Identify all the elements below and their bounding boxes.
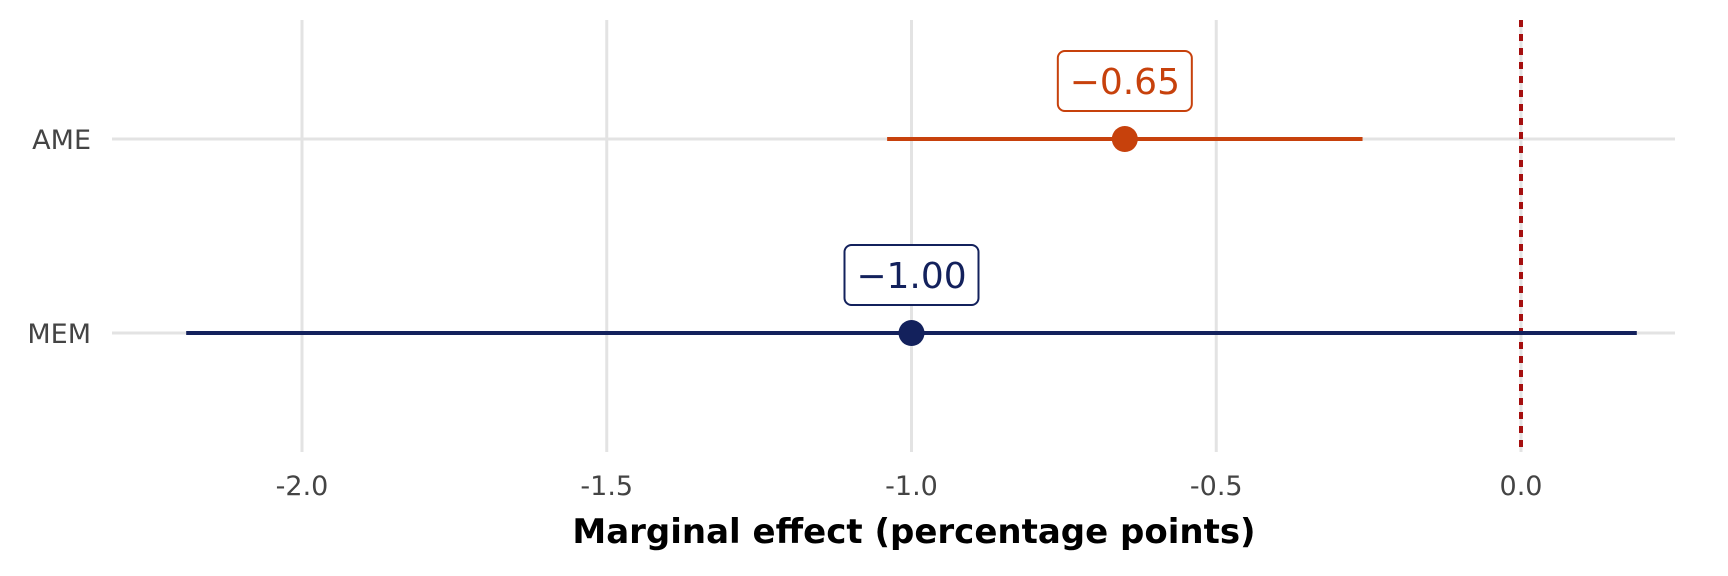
category-label: MEM bbox=[27, 319, 91, 350]
x-tick-label: -0.5 bbox=[1190, 471, 1243, 502]
tick-labels: -2.0 -1.5 -1.0 -0.5 0.0 bbox=[276, 471, 1543, 502]
value-label-box bbox=[1056, 50, 1193, 112]
category-labels: AME MEM bbox=[27, 125, 91, 350]
grid-layer bbox=[112, 20, 1675, 452]
category-label: AME bbox=[32, 125, 91, 156]
value-label-box bbox=[843, 244, 980, 306]
value-label: −1.00 bbox=[856, 256, 966, 297]
x-tick-label: -1.5 bbox=[580, 471, 633, 502]
x-axis-title: Marginal effect (percentage points) bbox=[572, 512, 1255, 552]
x-tick-label: 0.0 bbox=[1500, 471, 1543, 502]
series-layer: −0.65 −1.00 bbox=[186, 50, 1637, 346]
value-label: −0.65 bbox=[1070, 62, 1180, 103]
point-estimate bbox=[1111, 126, 1138, 152]
x-tick-label: -2.0 bbox=[276, 471, 329, 502]
x-tick-label: -1.0 bbox=[885, 471, 938, 502]
point-estimate bbox=[898, 320, 925, 346]
